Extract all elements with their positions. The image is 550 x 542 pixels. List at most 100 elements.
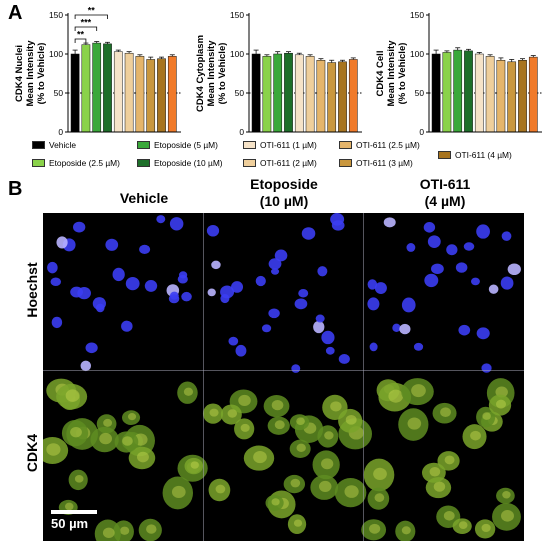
cdk4-cell: [177, 381, 198, 404]
y-axis-title: Mean Intensity: [206, 40, 217, 107]
nucleus: [401, 297, 416, 313]
nucleus: [139, 244, 151, 254]
bar: [294, 54, 304, 133]
cdk4-cell-highlight: [171, 485, 186, 499]
nucleus: [144, 279, 158, 292]
cdk4-cell-highlight: [271, 498, 280, 506]
nucleus: [50, 277, 62, 287]
bar: [442, 52, 452, 133]
nucleus: [313, 320, 325, 334]
cdk4-cell-highlight: [481, 523, 491, 533]
y-tick-label: 100: [230, 49, 244, 59]
nucleus: [95, 303, 105, 313]
cdk4-cell-highlight: [122, 436, 133, 446]
nucleus: [73, 221, 86, 233]
y-tick-label: 150: [49, 10, 63, 20]
cdk4-cell-highlight: [344, 485, 359, 498]
cdk4-cell-highlight: [401, 526, 411, 535]
nucleus: [178, 271, 188, 279]
chart-cdk4-cell: CDK4 Cell Mean Intensity (% to Vehicle) 0 50…: [375, 10, 542, 137]
nucleus: [463, 242, 475, 251]
nucleus: [181, 291, 192, 302]
y-axis-title: Mean Intensity: [25, 40, 36, 107]
grid-divider: [43, 370, 524, 371]
legend-label: Vehicle: [49, 140, 77, 150]
cdk4-cell: [61, 420, 89, 447]
legend-label: OTI-611 (2.5 µM): [356, 140, 420, 150]
nucleus: [500, 276, 514, 290]
cdk4-cell-highlight: [321, 458, 334, 470]
nucleus: [317, 266, 328, 277]
nucleus: [501, 231, 512, 241]
significance-bracket: [74, 26, 98, 31]
cdk4-cell-highlight: [296, 417, 305, 426]
legend-swatch: [137, 159, 150, 167]
bar: [167, 56, 177, 133]
nucleus: [481, 363, 492, 373]
cdk4-cell-highlight: [411, 384, 426, 398]
nucleus: [315, 314, 325, 323]
cdk4-cell-highlight: [227, 409, 238, 418]
cdk4-cell-highlight: [74, 475, 84, 483]
nucleus: [446, 244, 458, 256]
bar: [496, 59, 506, 133]
nucleus: [255, 275, 266, 287]
bar: [464, 50, 473, 133]
bar: [338, 61, 347, 133]
cdk4-cell-highlight: [136, 451, 149, 463]
nucleus: [85, 342, 98, 354]
cdk4-cell-highlight: [500, 510, 514, 522]
significance-label: **: [77, 30, 85, 40]
legend-item: Etoposide (10 µM): [137, 158, 223, 168]
cdk4-cell-highlight: [102, 527, 115, 539]
significance-label: ***: [81, 18, 92, 28]
nucleus: [301, 227, 316, 240]
microscopy-grid: 50 µm: [43, 213, 524, 541]
cdk4-cell-highlight: [290, 478, 301, 488]
bar: [528, 56, 538, 133]
nucleus: [80, 360, 92, 372]
cell-image-layer: [43, 213, 521, 541]
y-tick-label: 100: [49, 49, 63, 59]
nucleus: [476, 224, 490, 239]
nucleus: [367, 279, 378, 290]
cdk4-cell-highlight: [458, 521, 468, 529]
cdk4-cell-highlight: [440, 407, 451, 417]
legend-swatch: [339, 159, 352, 167]
cdk4-cell-highlight: [470, 430, 481, 441]
nucleus: [374, 282, 387, 294]
grid-divider: [203, 213, 204, 541]
nucleus: [105, 238, 119, 251]
legend-label: OTI-611 (3 µM): [356, 158, 413, 168]
nucleus: [325, 346, 335, 355]
cdk4-cell-highlight: [374, 493, 385, 502]
legend-label: Etoposide (5 µM): [154, 140, 218, 150]
nucleus: [406, 243, 416, 252]
bar: [507, 61, 517, 133]
cdk4-cell-highlight: [318, 480, 332, 492]
cdk4-cell: [432, 402, 457, 424]
cdk4-cell: [310, 474, 339, 500]
cdk4-cell: [363, 458, 395, 492]
legend-item: OTI-611 (2 µM): [243, 158, 317, 168]
cdk4-cell: [202, 403, 224, 424]
legend-swatch: [137, 141, 150, 149]
scale-bar: 50 µm: [51, 510, 97, 531]
column-title-line: OTI-611: [419, 176, 471, 192]
legend-item: OTI-611 (2.5 µM): [339, 140, 420, 150]
nucleus: [268, 308, 280, 319]
chart-cdk4-nuclei: CDK4 Nuclei Mean Intensity (% to Vehicle) 0…: [14, 6, 181, 137]
cdk4-cell: [496, 487, 515, 504]
nucleus: [235, 344, 247, 357]
row-title-cdk4: CDK4: [24, 433, 40, 473]
nucleus: [488, 284, 499, 294]
cdk4-cell-highlight: [253, 451, 267, 464]
nucleus: [413, 342, 424, 351]
nucleus: [431, 263, 444, 275]
legend-swatch: [243, 141, 256, 149]
cdk4-cell-highlight: [65, 389, 80, 402]
cdk4-cell: [317, 425, 339, 448]
cdk4-cell: [287, 514, 307, 534]
y-axis-title: Mean Intensity: [386, 40, 397, 107]
cdk4-cell-highlight: [482, 412, 491, 420]
